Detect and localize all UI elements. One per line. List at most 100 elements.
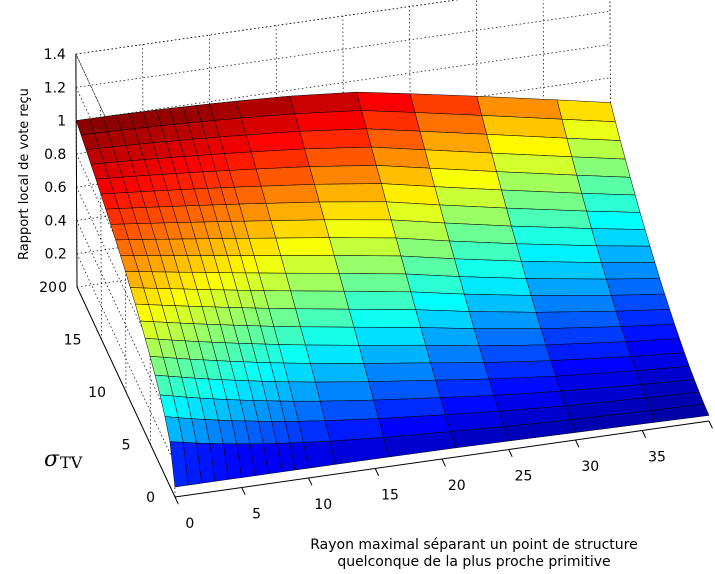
surface-patch [434,186,507,209]
surface-patch [363,362,436,382]
x-tick-mark [641,430,647,439]
surface-patch [209,100,242,121]
z-axis-label: Rapport local de vote reçu [17,88,32,260]
surface-patch [371,146,431,169]
surface-patch [245,131,305,153]
y-tick-label: 20 [39,280,57,296]
surface-patch [229,168,262,188]
surface-patch [319,201,392,221]
surface-patch [366,128,426,151]
surface-patch [238,203,272,222]
surface-patch [591,228,651,247]
grid-line-z-back-1.2 [75,10,611,88]
box-edge-1 [75,53,175,265]
x-tick-mark [174,496,179,505]
surface-patch [449,240,522,262]
surface-patch [385,201,445,224]
surface-patch [343,290,417,310]
x-tick-mark [241,487,246,496]
surface-patch [294,110,367,132]
surface-patch [430,362,490,381]
surface-patch [506,207,592,229]
surface-patch [353,326,427,346]
z-tick-label: 1.4 [44,47,66,63]
surface-patch [463,293,537,313]
surface-patch [571,156,631,178]
surface-patch [268,308,301,328]
surface-patch [299,128,372,150]
surface-patch [248,237,282,256]
surface-patch [289,91,362,114]
surface-patch [243,220,277,239]
surface-patch [581,193,641,213]
surface-patch [260,184,320,204]
surface-patch [285,272,345,292]
surface-patch [468,311,542,329]
surface-patch [444,222,517,245]
surface-patch [255,166,315,187]
surface-patch [459,276,532,296]
x-axis-label-line2: quelconque de la plus proche primitive [337,554,610,570]
surface-patch [333,255,407,275]
x-tick-label: 10 [314,497,332,513]
surface-patch [409,93,483,116]
surface-patch [300,326,360,346]
grid-line-z-side-0.4 [76,220,175,431]
x-axis-label-line1: Rayon maximal séparant un point de struc… [310,537,637,553]
x-tick-mark [575,439,580,448]
surface-patch [278,344,311,364]
z-tick-label: 0 [58,280,67,296]
surface-patch [511,225,597,247]
surface-patch [250,148,310,170]
surface-patch [419,130,493,154]
surface-patch [270,219,330,239]
surface-patch [380,183,441,206]
surface-patch [358,344,431,364]
z-tick-label: 1.2 [44,80,66,96]
surface-patch [400,255,460,277]
surface-patch [501,189,588,212]
surface-mesh [75,91,710,488]
surface-patch [561,118,621,141]
surface-patch [375,165,436,187]
surface-patch [290,290,350,310]
surface-patch [516,243,602,263]
tick-labels: 05101520253035400510152000.20.40.60.811.… [39,47,715,532]
surface-patch [233,185,267,205]
surface-patch [535,310,622,329]
y-tick-label: 10 [88,385,106,401]
grid-line-y-10 [124,159,127,393]
x-tick-mark [441,458,446,467]
surface-patch [496,171,583,194]
surface-patch [650,403,710,423]
surface-patch [415,309,475,329]
grid-line-z-back-1 [76,44,611,121]
x-tick-label: 25 [515,469,533,485]
y-tick-label: 15 [64,333,82,349]
x-tick-label: 20 [448,478,466,494]
surface-patch [390,219,450,242]
x-tick-label: 15 [381,488,399,504]
x-tick-label: 5 [252,507,261,523]
surface-patch [414,112,488,135]
surface-patch [530,295,617,313]
surface-patch [338,273,412,293]
surface-patch [258,272,292,292]
surface-patch [288,381,321,402]
surface-patch [295,308,355,328]
surface-patch [283,362,316,383]
surface-patch [280,255,340,274]
surface-patch [395,237,455,260]
surface-patch [596,245,656,263]
surface-patch [348,308,422,328]
x-tick-label: 35 [648,450,666,466]
surface-patch [576,174,636,196]
surface-patch [566,137,626,160]
surface-patch [315,381,375,402]
y-axis-line [76,286,176,498]
surface-patch [305,344,365,364]
surface-patch [610,293,671,312]
surface-patch [214,117,247,138]
surface-patch [368,379,441,401]
